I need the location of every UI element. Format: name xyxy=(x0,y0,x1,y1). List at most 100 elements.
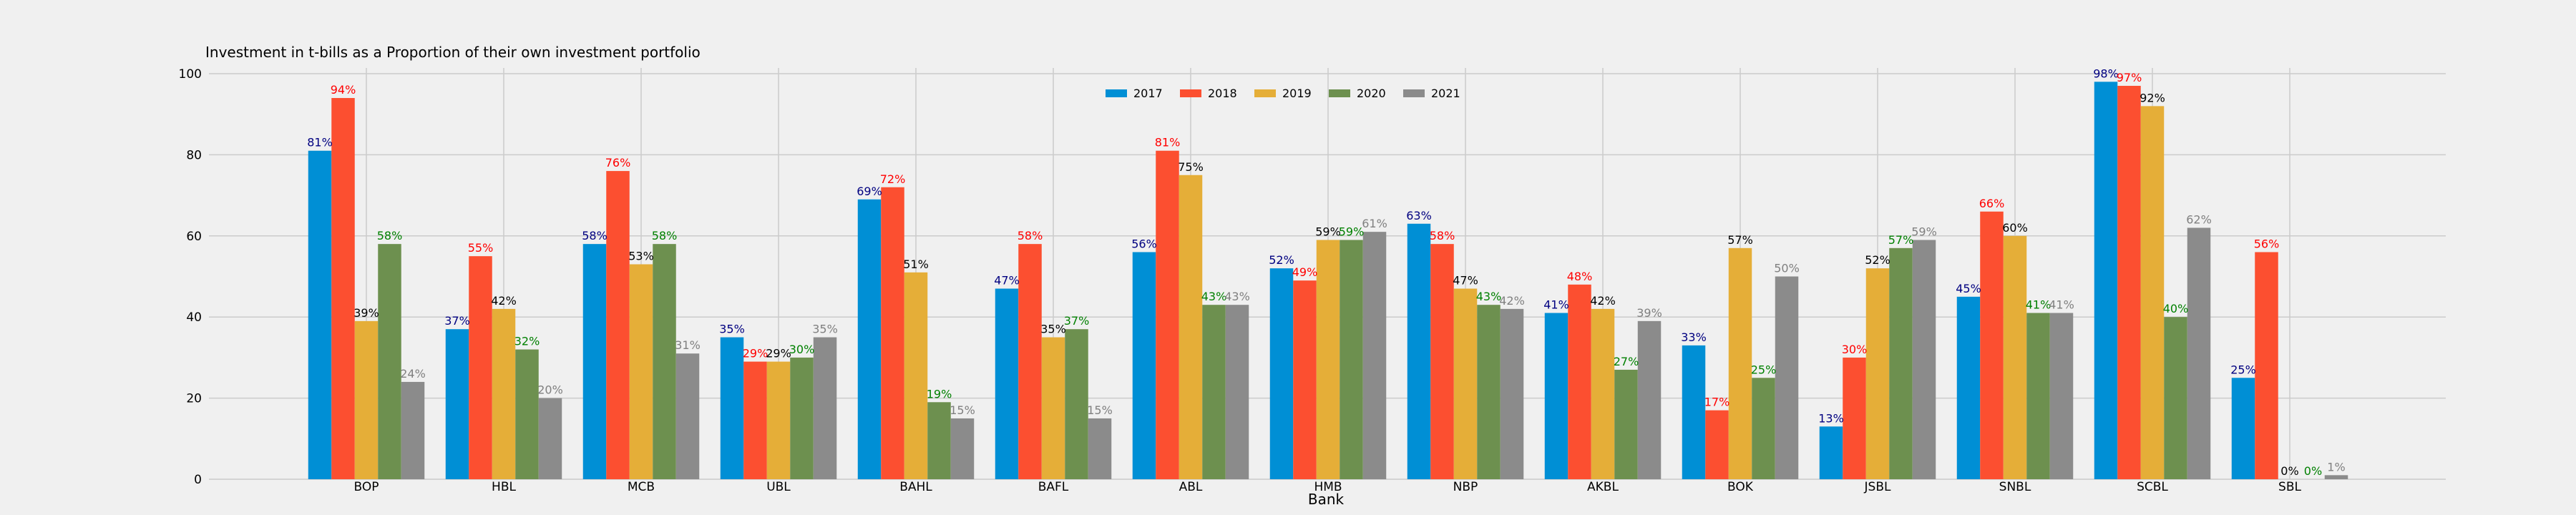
value-label: 39% xyxy=(353,306,379,320)
value-label: 48% xyxy=(1567,270,1593,283)
bar-2018-BAHL xyxy=(881,187,904,479)
value-label: 56% xyxy=(1131,237,1157,250)
bar-2021-HMB xyxy=(1362,232,1387,479)
bar-2018-SBL xyxy=(2255,252,2278,479)
value-label: 52% xyxy=(1865,253,1890,267)
y-tick-label: 60 xyxy=(186,230,202,244)
bar-2019-BAFL xyxy=(1041,337,1065,479)
bar-2017-SBL xyxy=(2231,378,2255,479)
bar-2020-SCBL xyxy=(2164,317,2187,479)
bar-2021-SBL xyxy=(2324,475,2348,479)
value-label: 42% xyxy=(1590,294,1616,308)
bar-2017-BOK xyxy=(1682,345,1706,479)
bar-2021-BAFL xyxy=(1088,418,1112,479)
value-label: 25% xyxy=(1751,363,1777,376)
y-tick-label: 40 xyxy=(186,310,202,325)
bar-2020-NBP xyxy=(1477,305,1501,479)
bar-2018-ABL xyxy=(1156,150,1179,480)
value-label: 51% xyxy=(903,258,929,271)
x-tick-label: SCBL xyxy=(2137,480,2168,494)
value-label: 24% xyxy=(400,367,426,381)
x-tick-label: BAFL xyxy=(1038,480,1069,494)
value-label: 29% xyxy=(766,347,791,360)
value-label: 29% xyxy=(743,347,769,360)
value-label: 94% xyxy=(331,83,356,97)
value-label: 0% xyxy=(2304,464,2322,478)
bar-2021-SNBL xyxy=(2049,313,2074,479)
value-label: 62% xyxy=(2186,212,2212,226)
value-label: 81% xyxy=(307,136,333,149)
bar-2018-SCBL xyxy=(2117,86,2141,479)
bar-2018-BAFL xyxy=(1018,244,1042,479)
value-label: 33% xyxy=(1681,330,1707,344)
value-label: 25% xyxy=(2230,363,2256,376)
value-label: 41% xyxy=(2026,298,2051,312)
bar-2020-JSBL xyxy=(1889,247,1913,479)
legend-label: 2017 xyxy=(1133,87,1163,100)
value-label: 19% xyxy=(927,387,952,401)
bar-2020-SNBL xyxy=(2026,313,2050,479)
bar-2018-JSBL xyxy=(1843,357,1866,479)
bar-2018-MCB xyxy=(606,171,630,479)
bar-2019-BOK xyxy=(1728,247,1752,479)
bar-2021-NBP xyxy=(1500,308,1524,479)
bar-series xyxy=(308,82,2348,480)
value-label: 63% xyxy=(1406,209,1432,222)
bar-2019-HMB xyxy=(1316,240,1340,479)
value-label: 27% xyxy=(1614,355,1639,368)
bar-2020-BOP xyxy=(378,244,401,479)
bar-2019-NBP xyxy=(1453,288,1478,479)
value-label: 76% xyxy=(605,156,631,170)
value-label: 59% xyxy=(1315,225,1341,238)
bar-2019-HBL xyxy=(492,308,516,479)
x-tick-label: UBL xyxy=(766,480,791,494)
value-label: 59% xyxy=(1339,225,1365,238)
value-label: 37% xyxy=(1064,314,1090,328)
value-label: 41% xyxy=(1543,298,1569,312)
value-label: 42% xyxy=(491,294,517,308)
value-label: 13% xyxy=(1818,411,1844,425)
bar-2018-HMB xyxy=(1293,280,1317,479)
value-label: 58% xyxy=(1430,229,1455,242)
value-label: 69% xyxy=(857,185,882,198)
bar-2017-BAFL xyxy=(995,288,1019,479)
x-tick-label: HBL xyxy=(492,480,516,494)
value-label: 58% xyxy=(652,229,678,242)
value-label: 1% xyxy=(2327,460,2345,474)
value-label: 0% xyxy=(2280,464,2298,478)
bar-2020-MCB xyxy=(653,244,676,479)
bar-2017-SNBL xyxy=(1956,296,1981,479)
x-tick-label: BAHL xyxy=(899,480,932,494)
value-label: 43% xyxy=(1224,290,1250,303)
bar-2019-SNBL xyxy=(2003,235,2027,479)
x-tick-label: NBP xyxy=(1453,480,1478,494)
bar-2017-ABL xyxy=(1132,252,1156,479)
bar-2017-SCBL xyxy=(2094,82,2118,480)
bar-2020-BAFL xyxy=(1065,329,1088,479)
value-label: 37% xyxy=(444,314,470,328)
bar-2021-UBL xyxy=(813,337,837,479)
y-axis-tick-labels: 0 20 40 60 80 100 xyxy=(179,67,202,487)
value-label: 43% xyxy=(1476,290,1502,303)
x-tick-label: AKBL xyxy=(1587,480,1619,494)
value-label: 30% xyxy=(789,343,815,356)
bar-2020-AKBL xyxy=(1614,369,1638,479)
bar-2019-BOP xyxy=(354,320,379,479)
y-tick-label: 0 xyxy=(194,473,202,487)
bar-2020-UBL xyxy=(790,357,814,479)
value-label: 58% xyxy=(582,229,608,242)
value-label: 57% xyxy=(1727,233,1753,247)
bar-2021-JSBL xyxy=(1912,240,1936,479)
bar-2017-HBL xyxy=(445,329,469,479)
x-tick-label: JSBL xyxy=(1864,480,1891,494)
value-label: 42% xyxy=(1499,294,1525,308)
value-label: 75% xyxy=(1178,160,1204,174)
bar-2019-BAHL xyxy=(904,272,928,479)
x-axis-tick-labels: BOP HBL MCB UBL BAHL BAFL ABL HMB NBP AKBL BOK JSBL… xyxy=(354,480,2302,494)
legend-swatch xyxy=(1180,89,1201,97)
value-label: 43% xyxy=(1201,290,1227,303)
legend-swatch xyxy=(1403,89,1425,97)
value-label: 35% xyxy=(1040,323,1066,336)
value-label: 60% xyxy=(2002,221,2028,235)
bar-2018-SNBL xyxy=(1980,211,2004,479)
